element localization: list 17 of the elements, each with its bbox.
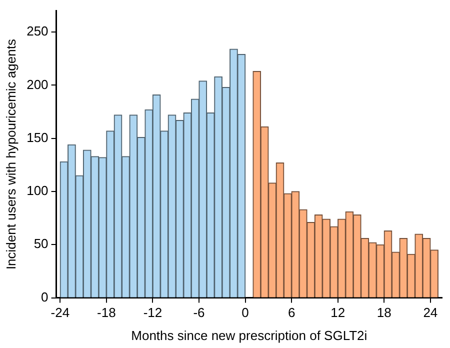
x-tick-label: -24 [50,305,70,320]
y-tick-label: 200 [26,76,48,92]
y-tick-label: 150 [26,130,48,145]
y-axis-title: Incident users with hypouricemic agents [3,38,18,270]
x-tick-label: -6 [193,305,205,320]
x-tick-label: 0 [242,305,249,320]
x-axis-title: Months since new prescription of SGLT2i [131,328,368,343]
x-tick-label: 12 [330,305,346,320]
x-tick-label: 24 [423,305,438,320]
x-tick-label: -12 [143,305,162,320]
y-tick-label: 0 [41,289,48,304]
x-tick-label: 6 [288,305,296,320]
x-tick-label: -18 [97,305,116,320]
y-tick-label: 250 [26,24,48,39]
y-tick-label: 100 [26,183,48,198]
x-tick-label: 18 [376,305,392,320]
y-tick-label: 50 [34,236,48,252]
